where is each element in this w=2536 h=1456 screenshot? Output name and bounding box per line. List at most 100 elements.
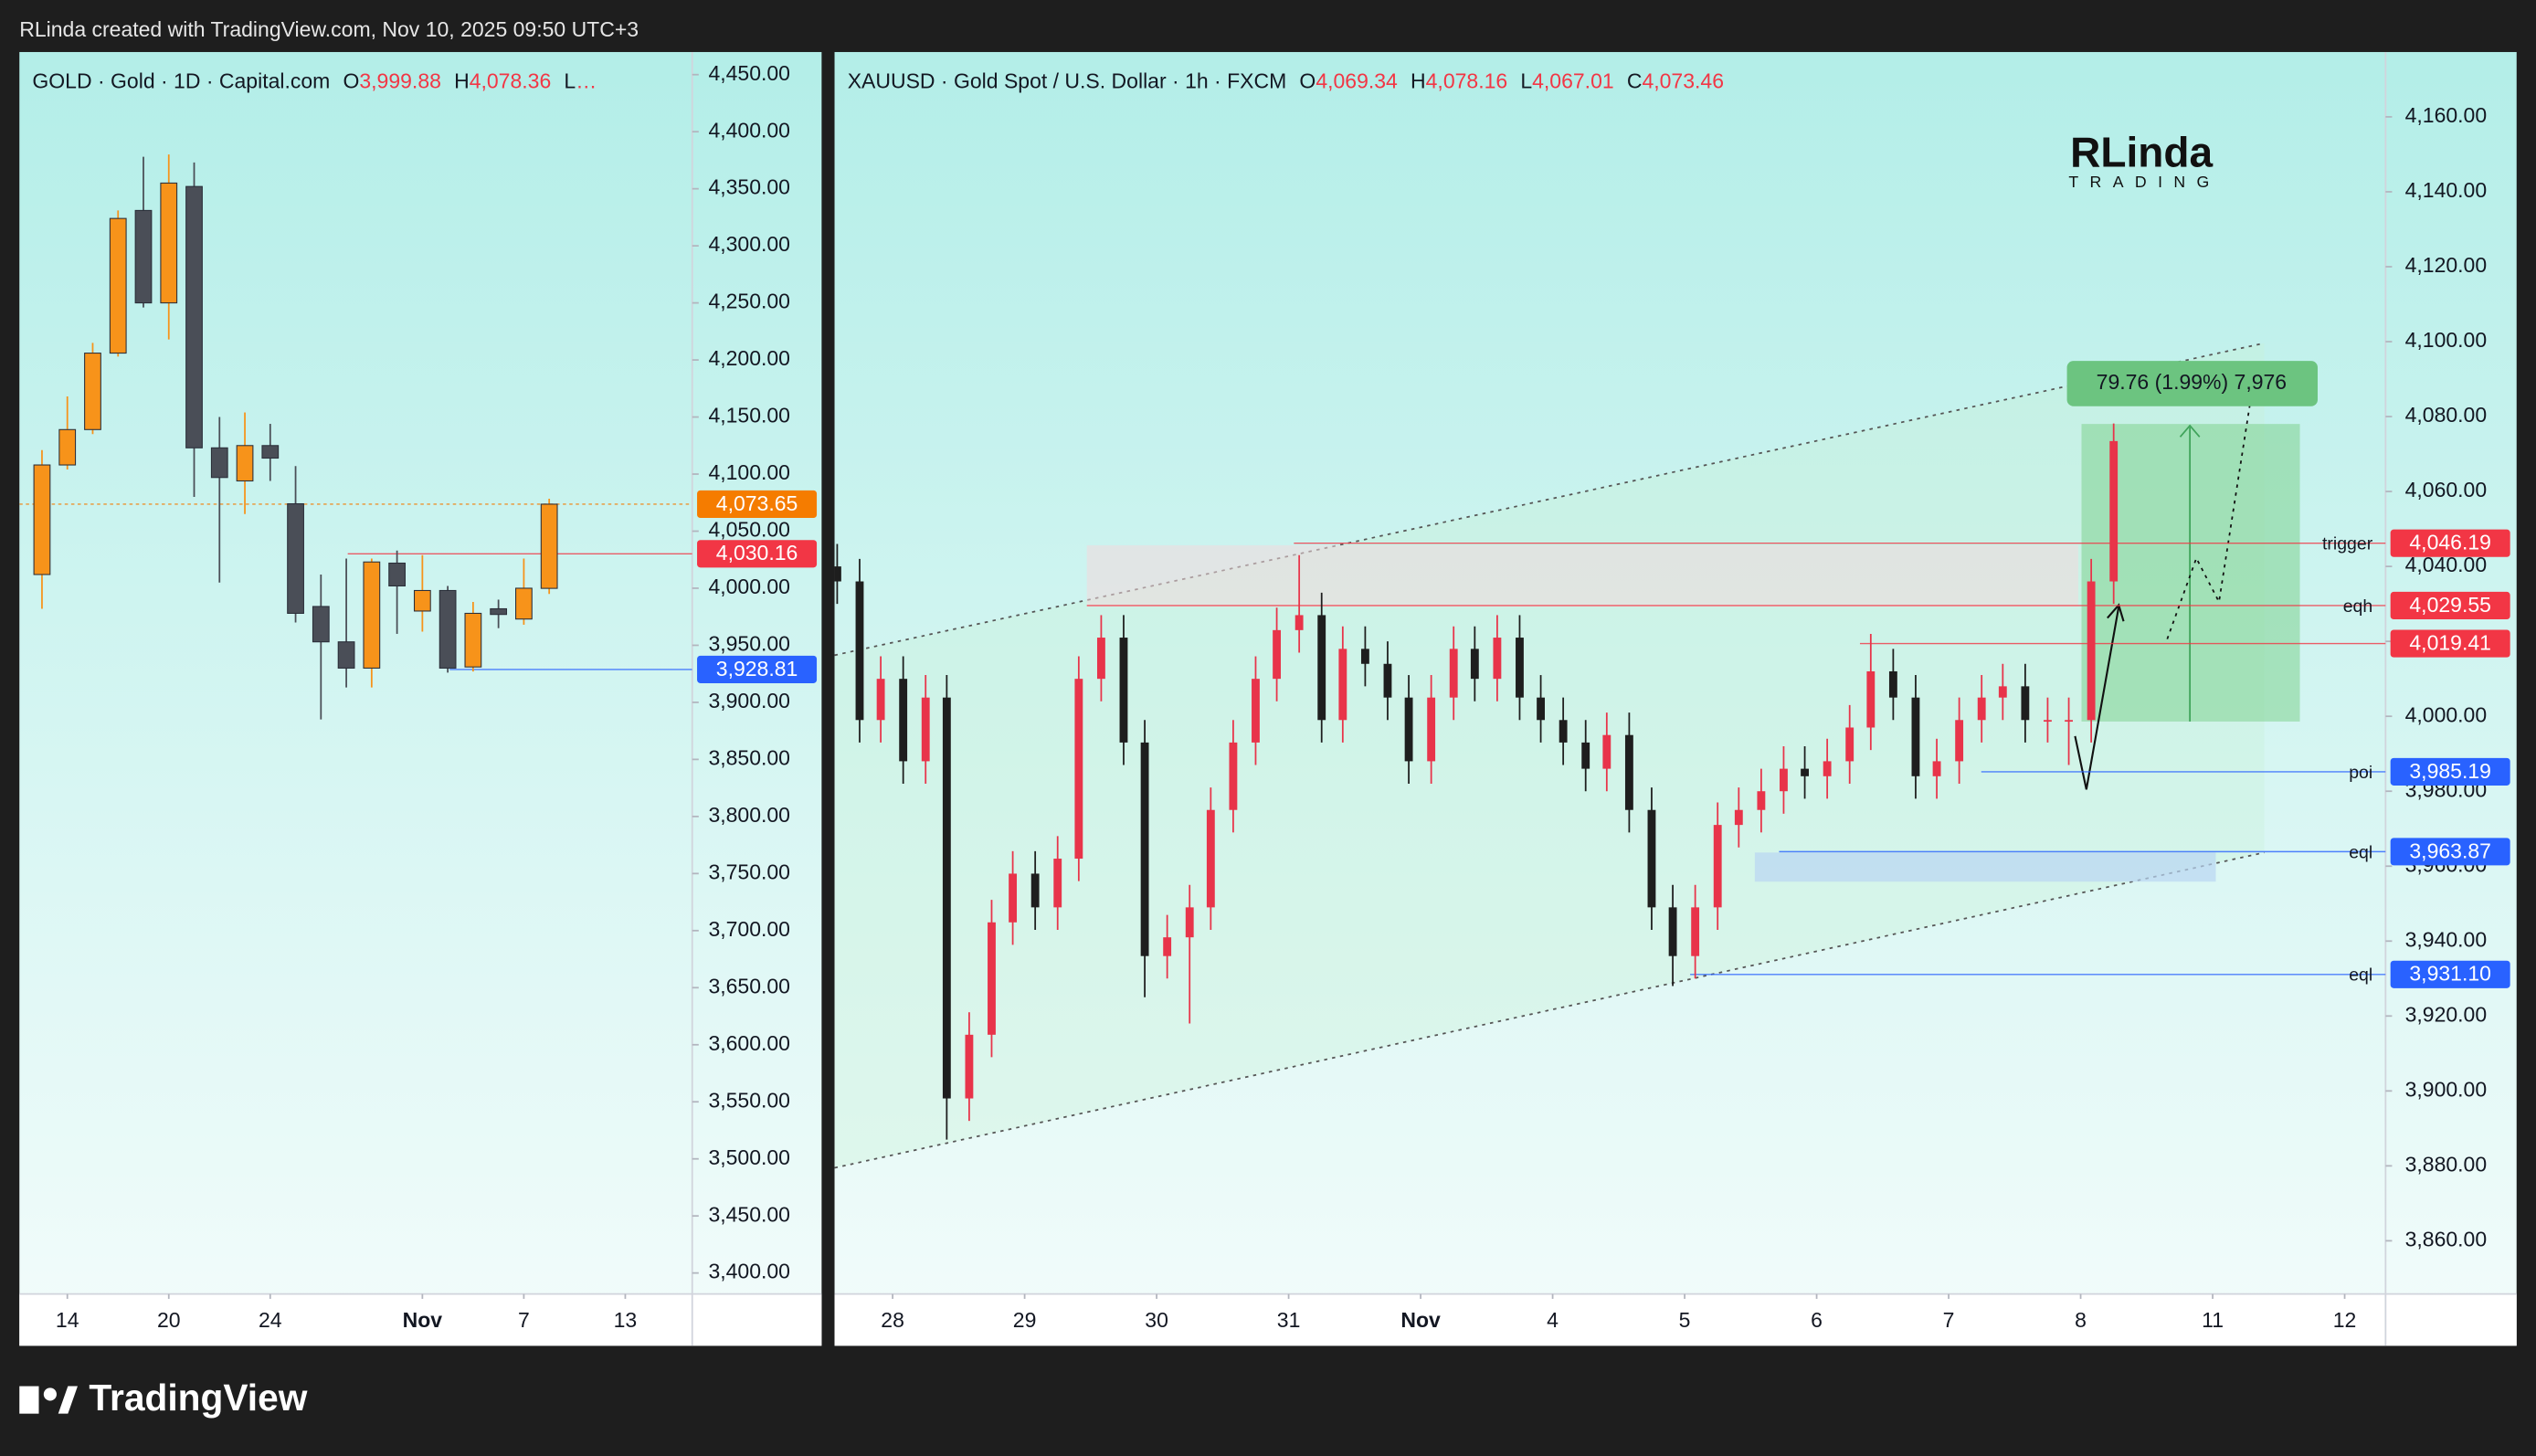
- candle-body: [540, 503, 558, 589]
- legend: GOLD · Gold · 1D · Capital.com O3,999.88 H…: [32, 69, 597, 93]
- x-tick-label: 24: [259, 1308, 282, 1332]
- candle-body: [1360, 649, 1369, 664]
- y-tick-label: 3,450.00: [708, 1202, 790, 1226]
- legend-value: 4,073.46: [1642, 69, 1724, 93]
- x-tick-label: 5: [1679, 1308, 1691, 1332]
- price-badge: [2390, 960, 2510, 988]
- candle-body: [1294, 615, 1304, 630]
- y-tick-label: 3,750.00: [708, 860, 790, 883]
- candle-body: [2109, 440, 2119, 582]
- candle-body: [1516, 638, 1524, 698]
- y-tick-label: 3,860.00: [2405, 1227, 2488, 1250]
- candle-body: [1581, 742, 1590, 769]
- logo-mark: [19, 1386, 39, 1414]
- candle-body: [855, 581, 864, 721]
- candle-body: [1470, 649, 1479, 680]
- y-tick-label: 3,600.00: [708, 1031, 790, 1055]
- measure-arrow-head: [2179, 424, 2201, 438]
- legend-value: 4,078.16: [1426, 69, 1508, 93]
- y-tick-label: 4,350.00: [708, 175, 790, 199]
- candle-body: [109, 217, 127, 354]
- legend-key: O: [343, 69, 359, 93]
- legend-value: 4,069.34: [1316, 69, 1398, 93]
- candle-body: [1229, 742, 1238, 810]
- y-tick-label: 4,140.00: [2405, 178, 2488, 202]
- candle-body: [1888, 670, 1897, 698]
- footer-brand: TradingView: [89, 1377, 307, 1419]
- candle-body: [1691, 907, 1700, 956]
- level-name: trigger: [2322, 534, 2373, 554]
- price-badge-label: 3,928.81: [716, 657, 798, 681]
- candle-body: [337, 641, 355, 669]
- price-badge-label: 3,931.10: [2409, 962, 2491, 986]
- candle-body: [134, 209, 153, 304]
- candle-body: [261, 445, 280, 459]
- y-tick-label: 4,100.00: [2405, 328, 2488, 352]
- candle-body: [1998, 686, 2007, 698]
- y-tick-label: 3,550.00: [708, 1088, 790, 1112]
- x-tick-label: 30: [1145, 1308, 1168, 1332]
- y-tick-label: 3,500.00: [708, 1145, 790, 1169]
- legend-symbol: GOLD · Gold · 1D · Capital.com: [32, 69, 330, 93]
- channel-upper: [834, 342, 2265, 657]
- measure-badge: [2066, 361, 2318, 406]
- right-time-axis: [834, 1293, 2517, 1346]
- candle-body: [1932, 761, 1941, 776]
- candle-body: [834, 566, 841, 582]
- candle-body: [236, 445, 254, 482]
- logo-mark: [58, 1386, 78, 1414]
- target-zone: [2081, 424, 2300, 722]
- candle-body: [312, 606, 330, 643]
- legend-key: C: [1627, 69, 1643, 93]
- candle-body: [1185, 907, 1194, 938]
- level-name: eqh: [2343, 596, 2372, 617]
- x-tick-label: 29: [1013, 1308, 1037, 1332]
- measure-label: 79.76 (1.99%) 7,976: [2097, 370, 2287, 394]
- x-tick-label: Nov: [403, 1308, 443, 1332]
- eqh-zone: [1086, 544, 2078, 607]
- price-badge: [2390, 838, 2510, 866]
- candle-body: [58, 428, 77, 466]
- x-tick-label: 11: [2202, 1308, 2224, 1332]
- y-tick-label: 3,800.00: [708, 803, 790, 827]
- x-tick-label: 13: [614, 1308, 638, 1332]
- y-tick-label: 4,000.00: [708, 575, 790, 598]
- legend-value: 4,078.36: [470, 69, 552, 93]
- price-badge-label: 4,046.19: [2409, 531, 2491, 554]
- price-badge-label: 3,963.87: [2409, 839, 2491, 862]
- x-tick-label: 7: [518, 1308, 530, 1332]
- y-tick-label: 4,080.00: [2405, 403, 2488, 427]
- legend-value: …: [576, 69, 597, 93]
- candle-body: [1845, 727, 1854, 762]
- candle-body: [1252, 679, 1260, 743]
- x-tick-label: Nov: [1400, 1308, 1441, 1332]
- candle-body: [2021, 686, 2030, 721]
- x-tick-label: 7: [1943, 1308, 1955, 1332]
- candle-body: [1911, 697, 1920, 776]
- candle-body: [1866, 670, 1876, 728]
- drawings: [834, 342, 2300, 1169]
- candle-body: [2044, 720, 2052, 723]
- x-tick-label: 8: [2075, 1308, 2087, 1332]
- price-badge-label: 4,019.41: [2409, 631, 2491, 655]
- candle-body: [1823, 761, 1832, 776]
- price-badge: [2390, 529, 2510, 557]
- channel-lower: [834, 851, 2265, 1169]
- candle-body: [1206, 809, 1215, 908]
- y-tick-label: 3,850.00: [708, 745, 790, 769]
- left-time-axis: [19, 1293, 822, 1346]
- legend-key: H: [1411, 69, 1426, 93]
- y-tick-label: 3,900.00: [708, 689, 790, 712]
- candle-body: [1955, 720, 1964, 762]
- price-badge: [697, 490, 818, 518]
- candle-body: [464, 612, 482, 668]
- price-badge: [2390, 629, 2510, 658]
- price-badge-label: 4,073.65: [716, 491, 798, 515]
- candle-body: [942, 697, 951, 1099]
- x-tick-label: 31: [1277, 1308, 1301, 1332]
- projection-path: [2166, 364, 2257, 639]
- x-tick-label: 28: [881, 1308, 904, 1332]
- price-badge: [2390, 591, 2510, 620]
- candle-body: [1096, 638, 1105, 680]
